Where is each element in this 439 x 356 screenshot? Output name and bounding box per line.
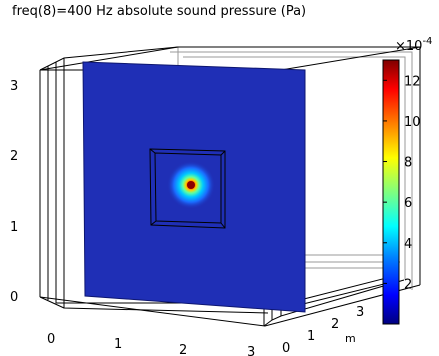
- hotspot-peak: [187, 181, 195, 189]
- colorbar-tick-8: 8: [404, 156, 412, 171]
- colorbar-tick-6: 6: [404, 196, 412, 211]
- plot-title: freq(8)=400 Hz absolute sound pressure (…: [12, 4, 307, 19]
- y-axis-label: m: [345, 332, 356, 345]
- colorbar-tick-10: 10: [404, 115, 421, 130]
- x-tick-1: 1: [114, 337, 122, 352]
- y-axis: 0 1 2 3 m: [282, 305, 364, 356]
- z-tick-2: 2: [10, 149, 18, 164]
- z-axis: 3 2 1 0: [10, 79, 18, 305]
- colorbar-tick-4: 4: [404, 237, 412, 252]
- colorbar-gradient: [382, 59, 400, 325]
- z-tick-3: 3: [10, 79, 18, 94]
- colorbar: ×10-4 2 4 6 8 10 12: [382, 36, 432, 325]
- colorbar-tick-2: 2: [404, 277, 412, 292]
- field-slice: [82, 61, 306, 313]
- x-tick-2: 2: [179, 343, 187, 356]
- colorbar-tick-12: 12: [404, 74, 421, 89]
- y-tick-2: 2: [331, 317, 339, 332]
- z-tick-0: 0: [10, 290, 18, 305]
- z-tick-1: 1: [10, 220, 18, 235]
- x-tick-0: 0: [47, 332, 55, 347]
- wireframe-front: [39, 70, 65, 309]
- x-axis: 0 1 2 3: [47, 332, 255, 356]
- colorbar-multiplier: ×10-4: [395, 36, 432, 54]
- inner-source-box: [149, 148, 226, 229]
- x-tick-3: 3: [247, 345, 255, 356]
- y-tick-0: 0: [282, 341, 290, 356]
- y-tick-3: 3: [356, 305, 364, 320]
- y-tick-1: 1: [307, 329, 315, 344]
